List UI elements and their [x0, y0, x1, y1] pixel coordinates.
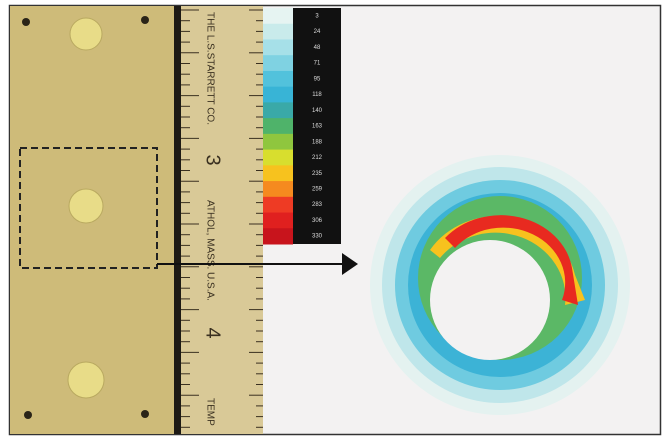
colorbar-label: 306 — [312, 218, 323, 224]
colorbar-swatch — [263, 8, 293, 24]
colorbar-label: 330 — [312, 234, 323, 240]
ruler-text: ATHOL, MASS. U.S.A. — [204, 200, 215, 301]
colorbar-swatch — [263, 150, 293, 166]
hole — [22, 18, 30, 26]
colorbar-label: 24 — [314, 29, 321, 35]
heat-center — [430, 240, 550, 360]
colorbar-swatch — [263, 197, 293, 213]
colorbar-swatch — [263, 87, 293, 103]
hole — [141, 410, 149, 418]
colorbar-swatch — [263, 39, 293, 55]
sample — [69, 189, 103, 223]
colorbar-swatch — [263, 228, 293, 244]
colorbar-label: 163 — [312, 124, 323, 130]
colorbar-swatch — [263, 134, 293, 150]
figure: THE L.S.STARRETT CO. ATHOL, MASS. U.S.A.… — [0, 0, 670, 439]
ruler-edge — [174, 6, 181, 434]
sample — [68, 362, 104, 398]
ruler-number: 4 — [202, 327, 224, 338]
colorbar-label: 283 — [312, 202, 323, 208]
colorbar-label: 140 — [312, 108, 323, 114]
heatmap — [370, 155, 630, 415]
hole — [141, 16, 149, 24]
ruler-text: TEMP — [204, 398, 215, 426]
colorbar-swatch — [263, 71, 293, 87]
ruler — [181, 6, 263, 434]
page: {"photo": {"ruler": {"maker": "THE L.S.S… — [0, 0, 670, 439]
colorbar-label: 95 — [314, 76, 321, 82]
sample — [70, 18, 102, 50]
colorbar-label: 118 — [312, 92, 322, 98]
colorbar-swatch — [263, 165, 293, 181]
colorbar-swatch — [263, 181, 293, 197]
colorbar-label: 71 — [314, 61, 321, 67]
ruler-number: 3 — [202, 154, 224, 165]
colorbar-swatch — [263, 213, 293, 229]
colorbar-label: 212 — [312, 155, 323, 161]
hole — [24, 411, 32, 419]
colorbar-swatch — [263, 102, 293, 118]
colorbar-label: 188 — [312, 139, 323, 145]
colorbar-swatch — [263, 24, 293, 40]
colorbar-label: 235 — [312, 171, 323, 177]
colorbar-label: 259 — [312, 187, 323, 193]
colorbar-swatch — [263, 118, 293, 134]
ruler-text: THE L.S.STARRETT CO. — [204, 12, 215, 125]
colorbar-label: 48 — [314, 45, 321, 51]
colorbar-swatch — [263, 55, 293, 71]
